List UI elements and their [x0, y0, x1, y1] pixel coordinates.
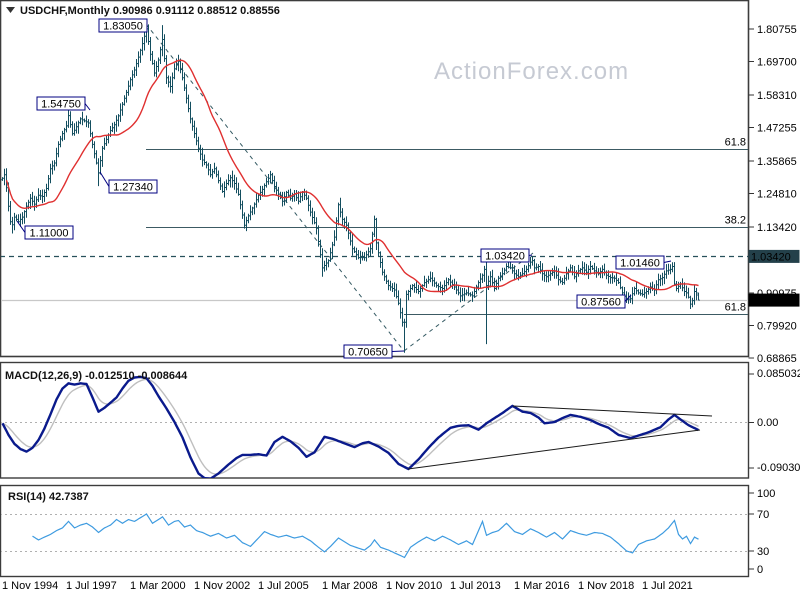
time-axis-label-0: 1 Nov 1994 — [2, 580, 58, 592]
macd-axis-label-bottom: -0.090302 — [757, 462, 800, 474]
macd-panel-border — [0, 361, 750, 479]
macd-axis-label-zero: 0.00 — [757, 417, 778, 429]
price-label-1.54750[interactable]: 1.54750 — [36, 96, 91, 111]
price-axis-label-1.58310: 1.58310 — [757, 90, 797, 102]
price-label-0.70650[interactable]: 0.70650 — [343, 344, 405, 359]
axis-price-tag-text-0.88556: 0.88556 — [751, 295, 791, 307]
price-label-box[interactable] — [108, 179, 158, 194]
main-panel-border — [0, 0, 750, 358]
time-axis-label-3: 1 Nov 2002 — [194, 580, 250, 592]
chart-title: USDCHF,Monthly 0.90986 0.91112 0.88512 0… — [20, 5, 280, 17]
time-axis-label-1: 1 Jul 1997 — [66, 580, 117, 592]
time-axis-label-5: 1 Mar 2008 — [322, 580, 378, 592]
rsi-axis-label-100: 100 — [757, 488, 775, 500]
price-label-text: 0.70650 — [348, 347, 388, 359]
axis-price-tag-0.88556 — [748, 293, 800, 307]
price-label-box[interactable] — [98, 18, 148, 33]
price-label-connector — [84, 103, 91, 111]
price-label-box[interactable] — [615, 255, 665, 270]
price-label-connector — [624, 294, 632, 302]
dashed-trendline-1[interactable] — [403, 252, 534, 352]
time-axis-label-7: 1 Jul 2013 — [450, 580, 501, 592]
time-axis-label-10: 1 Jul 2021 — [642, 580, 693, 592]
price-label-1.01460[interactable]: 1.01460 — [615, 255, 672, 270]
macd-signal-line — [2, 378, 699, 475]
price-label-connector — [16, 220, 26, 233]
price-label-box[interactable] — [343, 344, 393, 359]
time-axis-label-2: 1 Mar 2000 — [130, 580, 186, 592]
axis-price-tag-text-1.03420: 1.03420 — [751, 251, 791, 263]
rsi-panel-border — [0, 484, 750, 578]
candlestick-series — [1, 22, 700, 353]
fib-level-label-61.8-0: 61.8 — [725, 137, 746, 149]
fib-level-label-61.8-2: 61.8 — [725, 302, 746, 314]
price-label-box[interactable] — [480, 248, 530, 263]
price-axis-label-1.24810: 1.24810 — [757, 189, 797, 201]
price-label-1.27340[interactable]: 1.27340 — [99, 171, 158, 194]
price-label-0.87560[interactable]: 0.87560 — [576, 294, 632, 309]
price-axis-label-1.13420: 1.13420 — [757, 222, 797, 234]
time-axis-label-4: 1 Jul 2005 — [258, 580, 309, 592]
watermark: ActionForex.com — [434, 58, 629, 85]
price-label-box[interactable] — [576, 294, 626, 309]
price-label-1.03420[interactable]: 1.03420 — [480, 248, 533, 263]
price-label-connector — [391, 350, 405, 352]
price-axis-label-0.79920: 0.79920 — [757, 321, 797, 333]
price-label-text: 1.03420 — [485, 251, 525, 263]
price-label-connector — [663, 260, 672, 263]
price-axis-label-1.47255: 1.47255 — [757, 123, 797, 135]
price-label-text: 1.27340 — [113, 182, 153, 194]
macd-trendline-0[interactable] — [407, 429, 701, 470]
price-label-text: 1.54750 — [41, 99, 81, 111]
rsi-indicator-label: RSI(14) 42.7387 — [8, 491, 89, 503]
fib-level-label-38.2-1: 38.2 — [725, 215, 746, 227]
chart-header: USDCHF,Monthly 0.90986 0.91112 0.88512 0… — [6, 5, 280, 17]
time-axis-label-9: 1 Nov 2018 — [578, 580, 634, 592]
rsi-axis-label-30: 30 — [757, 546, 769, 558]
price-label-text: 1.01460 — [620, 258, 660, 270]
macd-axis-label-top: 0.085032 — [757, 368, 800, 380]
time-axis-label-8: 1 Mar 2016 — [514, 580, 570, 592]
price-axis-label-0.68865: 0.68865 — [757, 353, 797, 365]
price-label-text: 1.11000 — [30, 228, 69, 240]
price-axis-label-1.35865: 1.35865 — [757, 156, 797, 168]
price-axis[interactable]: 1.80755 1.69700 1.58310 1.47255 1.35865 1.248… — [748, 24, 800, 576]
macd-main-line — [1, 375, 700, 478]
price-label-connector — [99, 171, 110, 187]
time-axis-label-6: 1 Nov 2010 — [386, 580, 442, 592]
rsi-axis-label-0: 0 — [757, 564, 763, 576]
time-axis[interactable]: 1 Nov 1994 1 Jul 1997 1 Mar 2000 1 Nov 2002… — [2, 580, 693, 592]
symbol-dropdown-icon[interactable] — [6, 7, 15, 13]
ma-line — [5, 59, 699, 293]
axis-price-tag-1.03420 — [748, 249, 800, 263]
rsi-axis-label-70: 70 — [757, 509, 769, 521]
rsi-line — [32, 513, 699, 559]
macd-trendline-1[interactable] — [512, 405, 713, 417]
price-axis-label-1.69700: 1.69700 — [757, 57, 797, 69]
price-label-box[interactable] — [36, 96, 86, 111]
macd-indicator-label: MACD(12,26,9) -0.012510 -0.008644 — [5, 370, 188, 382]
price-label-1.83050[interactable]: 1.83050 — [98, 18, 148, 33]
price-label-1.11000[interactable]: 1.11000 — [16, 220, 74, 240]
price-label-box[interactable] — [24, 225, 74, 240]
price-label-text: 0.87560 — [581, 297, 621, 309]
price-axis-label-1.80755: 1.80755 — [757, 24, 797, 36]
price-label-text: 1.83050 — [103, 21, 143, 33]
